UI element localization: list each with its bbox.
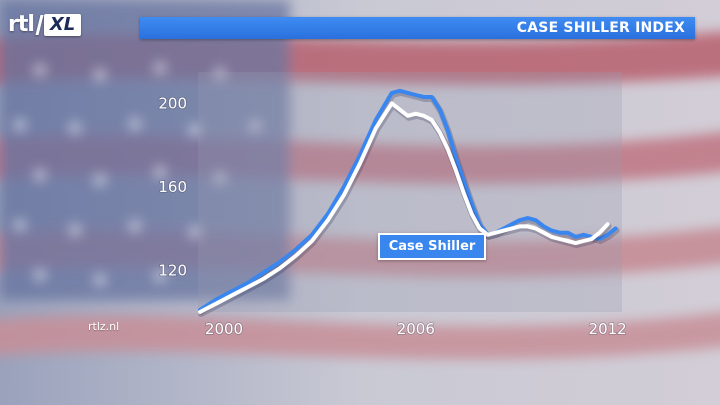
chart-title: CASE SHILLER INDEX bbox=[516, 20, 685, 36]
series-1-line bbox=[198, 88, 618, 312]
y-tick-label: 200 bbox=[158, 94, 187, 112]
x-tick-label: 2000 bbox=[205, 320, 243, 338]
series-2-shadow bbox=[198, 102, 612, 317]
channel-logo: rtl XL bbox=[8, 12, 82, 38]
series-2-line bbox=[198, 101, 610, 314]
legend: Case Shiller bbox=[378, 233, 486, 260]
y-tick-label: 120 bbox=[158, 261, 187, 279]
plot-panel bbox=[198, 72, 622, 312]
legend-label: Case Shiller bbox=[388, 239, 476, 254]
x-tick-label: 2012 bbox=[589, 320, 627, 338]
y-tick-label: 160 bbox=[158, 178, 187, 196]
title-bar: CASE SHILLER INDEX bbox=[140, 17, 695, 39]
logo-badge: XL bbox=[43, 14, 82, 36]
source-label: rtlz.nl bbox=[88, 320, 120, 333]
x-tick-label: 2006 bbox=[397, 320, 435, 338]
logo-text: rtl bbox=[8, 12, 35, 37]
